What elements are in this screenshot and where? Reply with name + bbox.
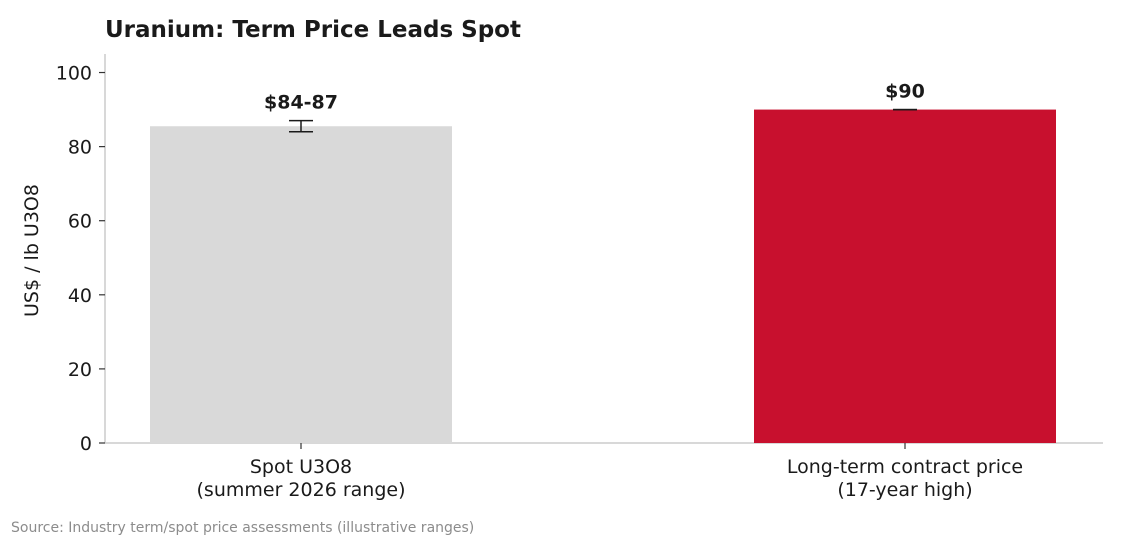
y-tick-label: 60 [68, 211, 92, 233]
source-note: Source: Industry term/spot price assessm… [11, 520, 475, 536]
data-label: $84-87 [264, 92, 338, 114]
chart-title: Uranium: Term Price Leads Spot [105, 17, 521, 43]
y-tick-label: 100 [56, 63, 92, 85]
y-axis-label: US$ / lb U3O8 [21, 184, 43, 317]
x-tick-label: Spot U3O8 [250, 456, 352, 478]
data-label: $90 [885, 81, 925, 103]
bar [754, 109, 1056, 444]
y-tick-label: 80 [68, 137, 92, 159]
x-tick-label: (summer 2026 range) [197, 479, 406, 501]
bar [150, 126, 452, 443]
x-tick-label: (17-year high) [837, 479, 972, 501]
x-tick-label: Long-term contract price [787, 456, 1023, 478]
y-tick-label: 40 [68, 285, 92, 307]
y-tick-label: 0 [80, 433, 92, 455]
y-tick-label: 20 [68, 359, 92, 381]
